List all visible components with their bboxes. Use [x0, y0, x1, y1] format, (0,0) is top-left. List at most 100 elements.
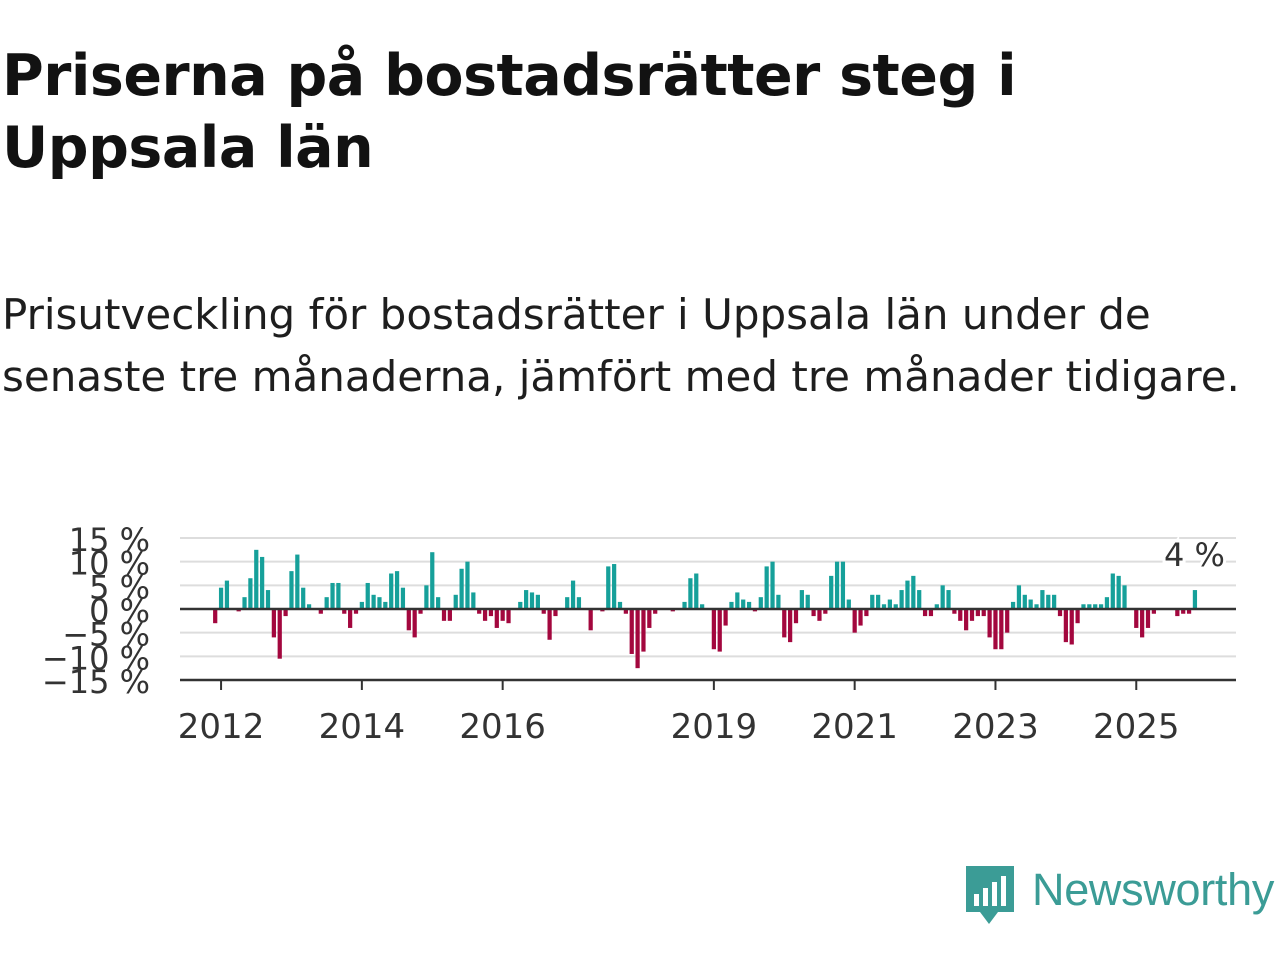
chart-bar [711, 609, 716, 650]
chart-bar [969, 609, 975, 621]
x-tick-label: 2016 [459, 707, 546, 740]
y-tick-label: −5 % [62, 616, 150, 654]
chart-bar [735, 592, 740, 609]
brand-name: Newsworthy [1032, 864, 1275, 915]
chart-bar [1104, 597, 1110, 609]
chart-bar [805, 594, 810, 609]
chart-bar [700, 604, 705, 609]
chart-bar [541, 609, 546, 614]
chart-bar [1192, 590, 1198, 609]
chart-bar [1093, 604, 1098, 609]
chart-bar [353, 609, 359, 614]
chart-bar [424, 585, 429, 609]
chart-bar [477, 609, 482, 614]
chart-bar [389, 573, 394, 609]
chart-bar [1052, 594, 1057, 609]
chart-bar [547, 609, 552, 640]
chart-bar [606, 566, 611, 609]
chart-bar [928, 609, 934, 617]
chart-axes [180, 607, 1236, 690]
chart-bar [958, 609, 963, 621]
chart-bar [224, 580, 230, 609]
chart-bar [870, 594, 875, 609]
chart-bar [975, 609, 980, 617]
chart-bar [1151, 609, 1156, 614]
chart-bar [441, 609, 447, 621]
chart-bar [465, 561, 470, 609]
chart-bar [518, 601, 523, 609]
chart-bar [864, 609, 869, 617]
chart-bar [365, 582, 370, 609]
chart-bar [1122, 585, 1127, 609]
y-tick-label: −10 % [42, 639, 150, 677]
x-tick-label: 2014 [319, 707, 406, 740]
chart-bar [987, 609, 992, 638]
chart-bar [301, 587, 306, 609]
chart-bar [746, 601, 752, 609]
chart-bar [917, 590, 922, 609]
chart-bar [981, 609, 986, 617]
chart-bar [524, 590, 529, 609]
chart-bar [406, 609, 411, 631]
chart-bar [436, 597, 441, 609]
chart-bar [494, 609, 499, 628]
chart-bar [342, 609, 347, 614]
chart-bar [506, 609, 511, 624]
x-tick-label: 2019 [671, 707, 758, 740]
chart-bar [1046, 594, 1051, 609]
chart-bar [940, 585, 945, 609]
chart-bar [934, 604, 939, 609]
chart-bar [254, 549, 259, 609]
chart-bar [952, 609, 957, 614]
chart-bar [1116, 575, 1121, 609]
chart-bar [336, 582, 341, 609]
chart-bar [688, 578, 693, 609]
chart-bar [218, 587, 224, 609]
chart-bar [629, 609, 634, 654]
chart-bar [565, 597, 570, 609]
chart-bar [911, 575, 916, 609]
chart-bar [330, 582, 335, 609]
chart-bar [682, 601, 687, 609]
chart-bar [1022, 594, 1027, 609]
newsworthy-logo: Newsworthy [964, 864, 1280, 930]
chart-bar [788, 609, 793, 643]
chart-bar [623, 609, 628, 614]
chart-bar [964, 609, 969, 631]
y-tick-label: 5 % [89, 568, 150, 606]
last-value-label: 4 % [1164, 536, 1225, 574]
chart-bar [242, 597, 247, 609]
chart-bar [447, 609, 452, 621]
chart-bar [999, 609, 1004, 650]
chart-bar [717, 609, 722, 652]
newsworthy-logo-icon [966, 866, 1014, 924]
x-tick-label: 2025 [1093, 707, 1180, 740]
chart-bar [617, 601, 623, 609]
chart-bar [893, 604, 898, 609]
chart-bar [588, 609, 593, 631]
chart-bar [881, 604, 887, 609]
chart-bar [260, 556, 265, 609]
chart-bar [829, 575, 834, 609]
chart-bar [1069, 609, 1074, 645]
chart-bar [993, 609, 998, 650]
chart-bar [418, 609, 423, 614]
chart-bar [770, 561, 775, 609]
chart-bar [782, 609, 787, 638]
chart-bar [271, 609, 276, 638]
chart-bar [834, 561, 840, 609]
chart-bar [394, 571, 400, 609]
chart-bar [1175, 609, 1180, 617]
chart-bar [612, 564, 617, 609]
chart-bar [576, 597, 582, 609]
chart-bar [289, 571, 294, 609]
chart-bar [383, 601, 388, 609]
page-subtitle: Prisutveckling för bostadsrätter i Uppsa… [2, 290, 1240, 401]
chart-bar [324, 597, 329, 609]
chart-bar [647, 609, 652, 628]
chart-bars [213, 549, 1198, 669]
chart-bar [922, 609, 928, 617]
x-tick-label: 2021 [811, 707, 898, 740]
chart-bar [535, 594, 540, 609]
chart-bar [653, 609, 658, 614]
